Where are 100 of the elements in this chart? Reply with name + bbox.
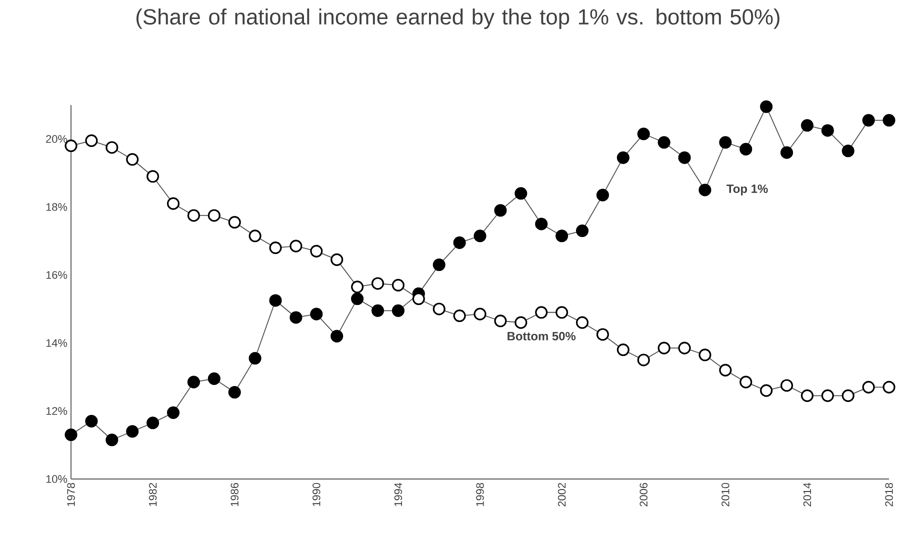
point — [432, 258, 446, 272]
point — [106, 434, 118, 446]
point — [862, 114, 875, 127]
x-tick-label: 1986 — [230, 482, 238, 506]
point — [556, 230, 568, 242]
series-label: Bottom 50% — [508, 332, 576, 340]
point — [780, 146, 794, 159]
point — [248, 230, 262, 242]
point — [596, 328, 609, 341]
point — [310, 308, 323, 320]
x-tick-label: 1978 — [67, 482, 75, 506]
point — [821, 124, 834, 137]
point — [616, 344, 630, 356]
point — [760, 100, 773, 113]
point — [64, 428, 78, 442]
x-tick-label: 2010 — [722, 482, 730, 506]
x-tick-label: 2002 — [558, 483, 566, 506]
point — [474, 308, 486, 320]
point — [106, 141, 118, 154]
point — [658, 342, 670, 354]
point — [392, 278, 404, 292]
x-tick-label: 1982 — [148, 483, 157, 506]
point — [637, 128, 650, 140]
point — [228, 216, 241, 229]
point — [453, 236, 466, 249]
point — [556, 306, 568, 319]
point — [248, 352, 262, 365]
point — [882, 114, 896, 127]
point — [514, 316, 528, 329]
point — [678, 342, 691, 354]
x-tick-label: 1994 — [394, 482, 402, 506]
point — [719, 136, 732, 149]
series-label: Top 1% — [726, 184, 768, 196]
point — [698, 348, 712, 362]
point — [187, 209, 200, 222]
point — [616, 151, 630, 164]
point — [351, 280, 364, 294]
point — [576, 316, 589, 329]
x-tick-label: 1990 — [312, 482, 320, 506]
point — [330, 330, 344, 342]
point — [126, 425, 139, 438]
point — [290, 240, 302, 252]
y-tick-label: 20% — [46, 135, 68, 143]
point — [596, 188, 609, 202]
point — [166, 406, 180, 419]
x-tick-label: 1998 — [476, 482, 484, 506]
point — [187, 376, 200, 388]
point — [412, 292, 425, 306]
point — [146, 416, 160, 430]
y-tick-label: 18% — [46, 203, 68, 211]
point — [269, 294, 282, 307]
point — [842, 144, 854, 158]
point — [290, 311, 302, 324]
point — [535, 218, 548, 230]
point — [719, 364, 732, 376]
point — [228, 386, 241, 399]
point — [146, 170, 160, 183]
point — [310, 244, 323, 258]
y-tick-label: 10% — [46, 475, 68, 483]
point — [269, 242, 282, 254]
y-tick-label: 14% — [46, 339, 68, 347]
point — [698, 184, 712, 196]
point — [862, 380, 875, 394]
point — [882, 380, 896, 394]
point — [351, 292, 364, 306]
point — [371, 304, 384, 317]
point — [821, 389, 834, 402]
point — [658, 136, 670, 149]
point — [208, 372, 220, 385]
x-tick-label: 2018 — [885, 482, 893, 506]
point — [392, 304, 404, 317]
point — [780, 379, 794, 392]
point — [678, 151, 691, 164]
point — [740, 376, 752, 388]
point — [208, 209, 220, 222]
x-tick-label: 2014 — [803, 482, 812, 506]
point — [576, 224, 589, 238]
point — [514, 187, 528, 200]
point — [371, 277, 384, 290]
point — [453, 310, 466, 322]
y-tick-label: 16% — [46, 271, 68, 279]
point — [474, 230, 486, 242]
point — [740, 142, 752, 156]
point — [166, 197, 180, 210]
point — [800, 389, 814, 402]
y-tick-label: 12% — [46, 407, 68, 415]
point — [494, 314, 507, 328]
chart-title: (Share of national income earned by the top 1% vs. bottom 50%) — [136, 8, 780, 29]
point — [494, 204, 507, 217]
point — [432, 302, 446, 316]
point — [760, 384, 773, 397]
x-tick-label: 2006 — [640, 482, 648, 506]
point — [85, 134, 98, 147]
point — [637, 354, 650, 366]
point — [330, 253, 344, 266]
point — [126, 153, 139, 166]
point — [800, 119, 814, 132]
point — [842, 389, 854, 402]
point — [85, 414, 98, 428]
point — [535, 306, 548, 319]
